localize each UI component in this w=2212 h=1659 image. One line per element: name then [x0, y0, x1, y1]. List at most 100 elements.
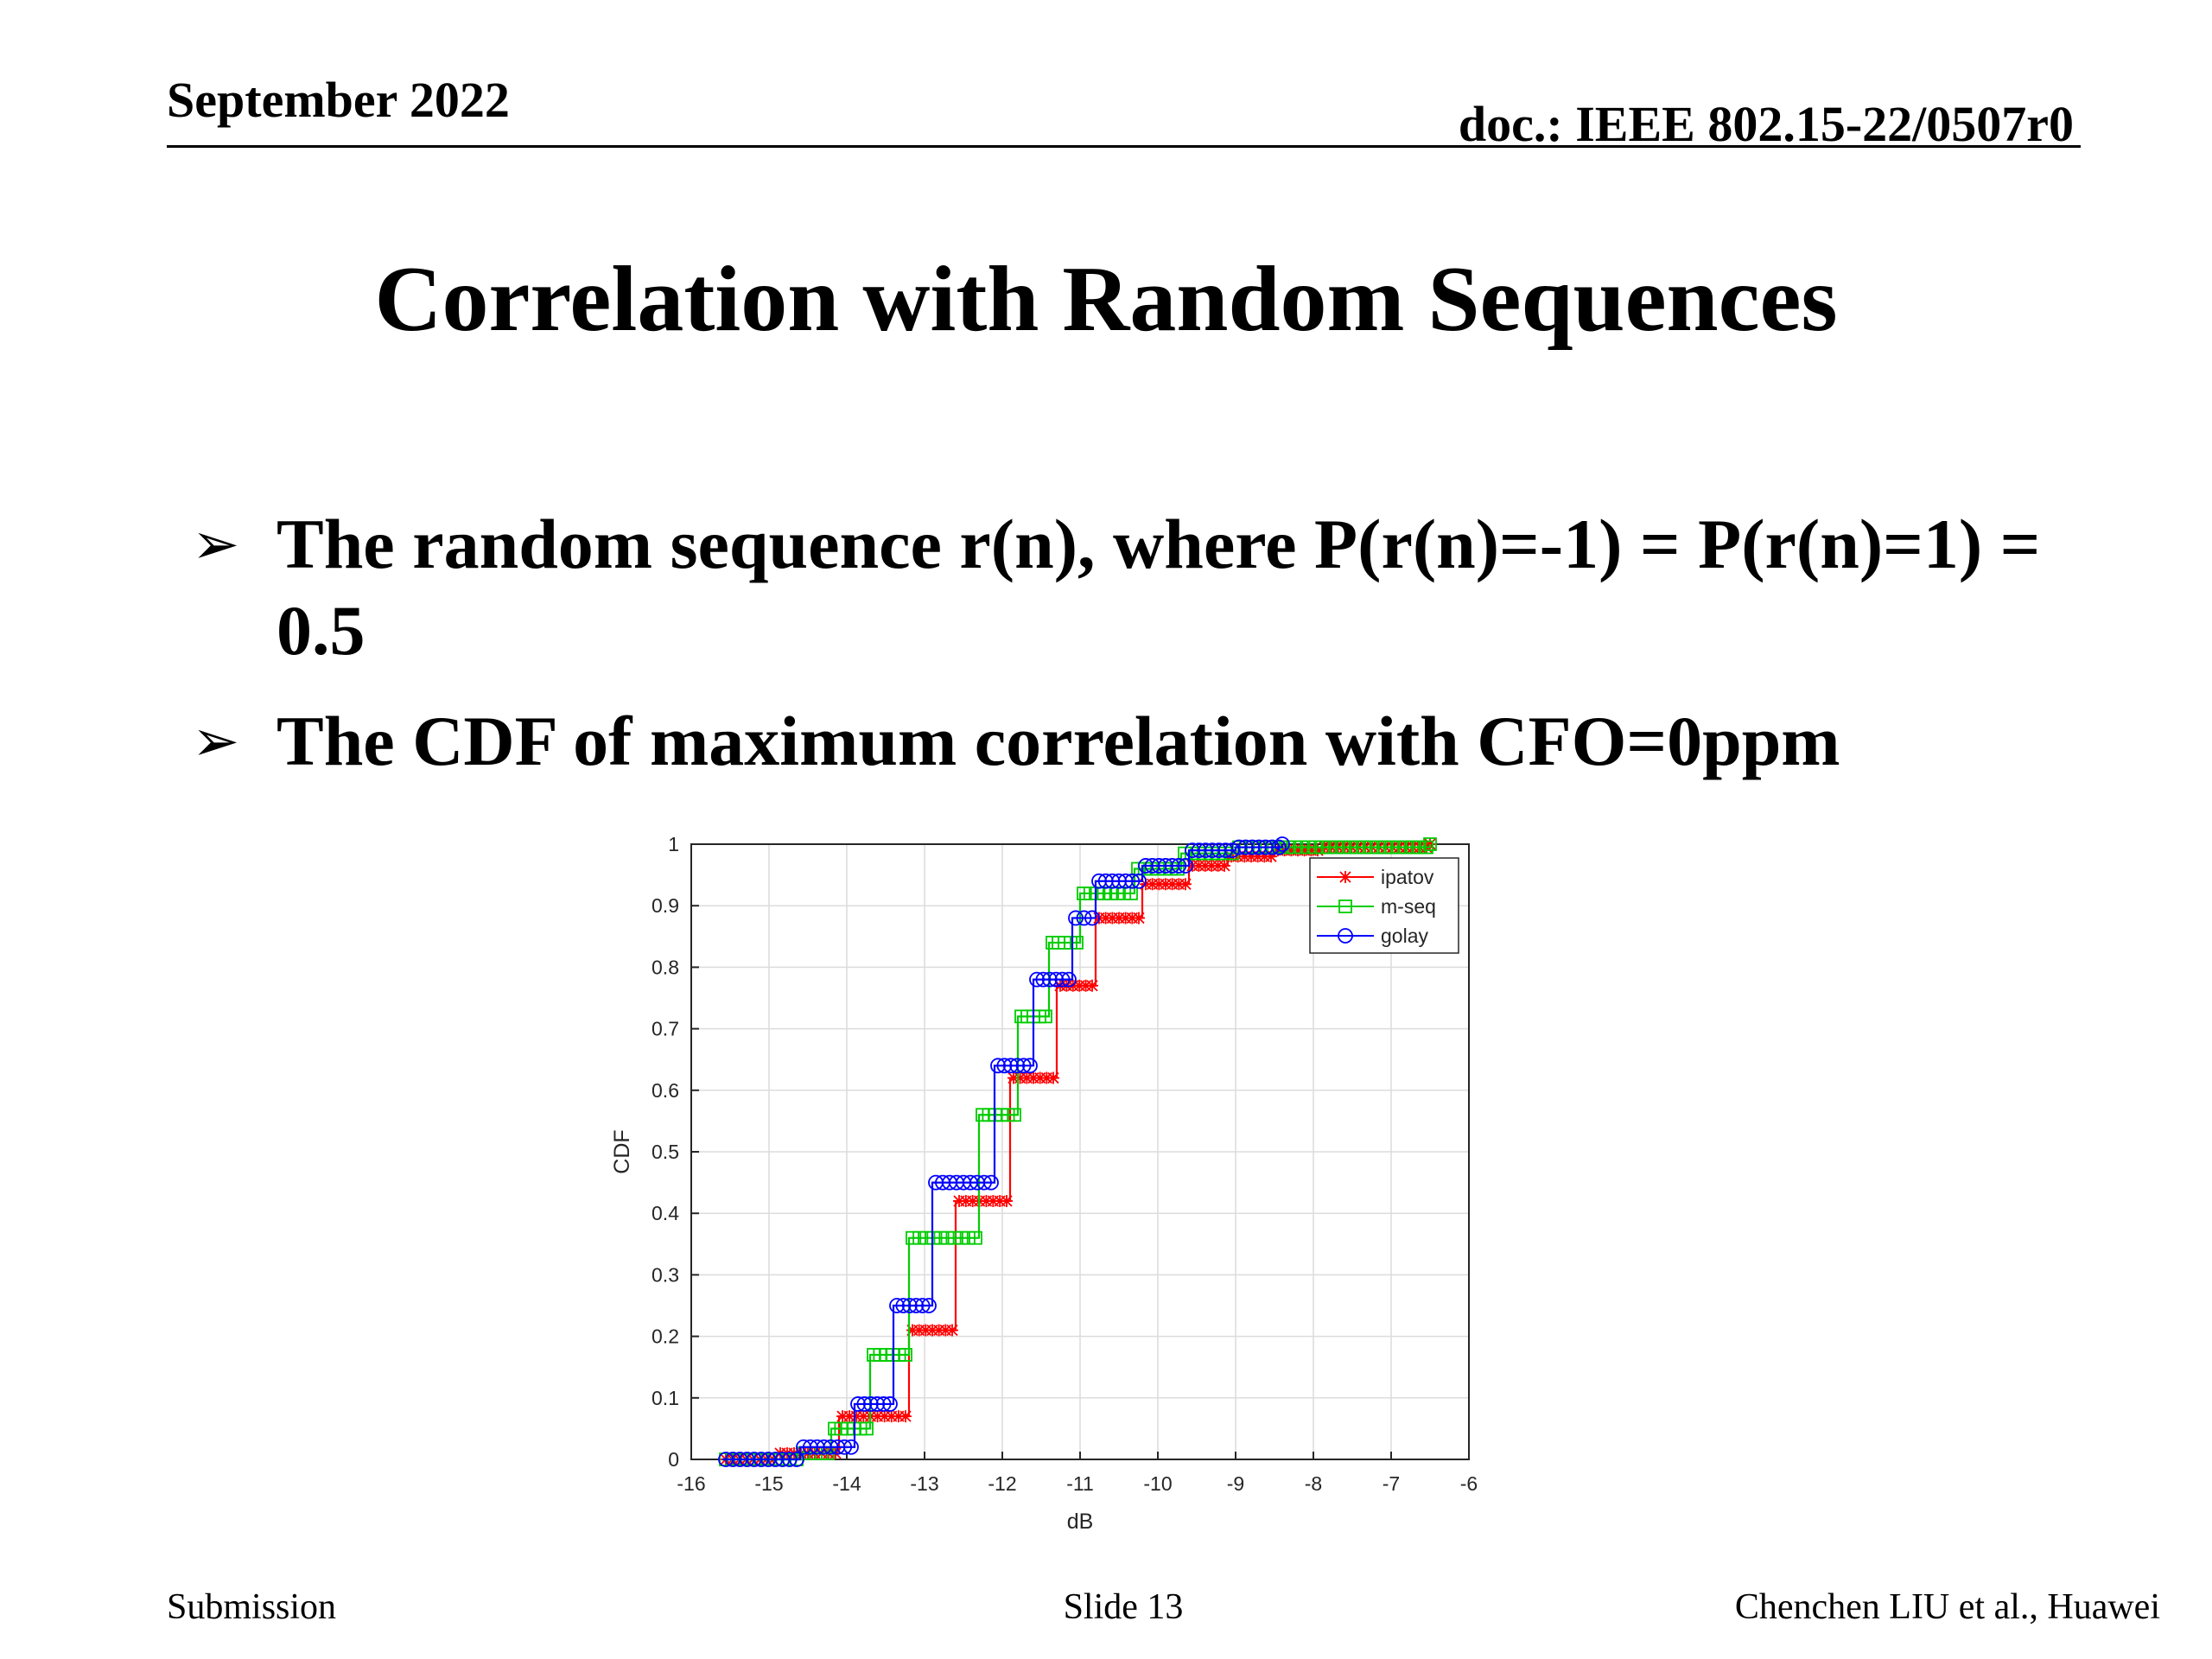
marker-asterisk: [1179, 878, 1192, 891]
marker-asterisk: [1113, 912, 1125, 925]
marker-circle: [1271, 839, 1287, 855]
marker-circle: [889, 1298, 905, 1313]
x-tick-label: -7: [1382, 1472, 1400, 1495]
marker-square: [1391, 840, 1406, 855]
marker-square: [1039, 1009, 1052, 1024]
marker-asterisk: [1033, 1071, 1046, 1084]
marker-square: [899, 1348, 912, 1362]
y-tick-label: 0.5: [652, 1141, 679, 1163]
marker-asterisk: [1001, 1194, 1013, 1207]
marker-circle: [976, 1174, 992, 1191]
marker-circle: [1015, 1058, 1032, 1074]
marker-square: [1070, 936, 1084, 950]
marker-asterisk: [919, 1324, 932, 1337]
marker-asterisk: [892, 1410, 905, 1423]
marker-asterisk: [1079, 979, 1092, 992]
marker-circle: [1035, 971, 1052, 988]
bullet-text: The CDF of maximum correlation with CFO=…: [276, 702, 1840, 780]
marker-circle: [901, 1298, 918, 1313]
marker-asterisk: [946, 1324, 958, 1337]
marker-asterisk: [1119, 912, 1132, 925]
marker-circle: [789, 1452, 804, 1467]
marker-asterisk: [994, 1194, 1007, 1207]
legend-item: m-seq: [1317, 895, 1436, 918]
marker-square: [906, 1230, 919, 1245]
marker-asterisk: [836, 1410, 849, 1423]
marker-square: [961, 1230, 976, 1245]
x-tick-label: -9: [1227, 1472, 1244, 1495]
marker-square: [954, 1230, 969, 1245]
marker-asterisk: [899, 1410, 912, 1423]
marker-square: [1406, 840, 1420, 855]
marker-asterisk: [939, 1324, 952, 1337]
marker-asterisk: [871, 1410, 884, 1423]
marker-square: [1350, 840, 1364, 855]
marker-square: [969, 1230, 982, 1245]
marker-asterisk: [1126, 912, 1139, 925]
header-doc-id: doc.: IEEE 802.15-22/0507r0: [1458, 96, 2074, 152]
marker-asterisk: [1312, 844, 1324, 857]
marker-square: [1329, 840, 1344, 855]
marker-circle: [990, 1058, 1006, 1074]
marker-asterisk: [1285, 844, 1298, 857]
arrow-bullet-icon: ➢: [192, 511, 240, 577]
x-tick-label: -11: [1066, 1472, 1094, 1495]
y-tick-label: 0.9: [652, 894, 679, 917]
marker-circle: [1022, 1058, 1038, 1074]
marker-square: [1384, 840, 1399, 855]
y-tick-label: 0.6: [652, 1079, 679, 1102]
legend-label: ipatov: [1381, 866, 1434, 888]
x-tick-label: -10: [1143, 1472, 1172, 1495]
bullet-item: ➢ The random sequence r(n), where P(r(n)…: [192, 501, 2093, 674]
marker-asterisk: [1166, 878, 1179, 891]
marker-asterisk: [926, 1324, 938, 1337]
marker-asterisk: [906, 1324, 918, 1337]
marker-square: [1322, 840, 1337, 855]
marker-square: [1315, 840, 1330, 855]
marker-asterisk: [1047, 1071, 1059, 1084]
marker-square: [912, 1230, 927, 1245]
marker-asterisk: [1251, 850, 1264, 863]
marker-circle: [1338, 928, 1353, 944]
marker-circle: [983, 1174, 999, 1191]
slide-title: Correlation with Random Sequences: [374, 248, 1838, 351]
series-line: [722, 844, 1284, 1461]
marker-circle: [1131, 873, 1147, 889]
marker-circle: [856, 1396, 873, 1412]
marker-asterisk: [980, 1194, 993, 1207]
marker-asterisk: [1027, 1071, 1039, 1084]
marker-square: [1343, 840, 1357, 855]
marker-square: [1423, 837, 1437, 851]
marker-circle: [781, 1452, 798, 1467]
y-tick-label: 0.1: [652, 1387, 679, 1409]
marker-square: [1398, 840, 1413, 855]
marker-asterisk: [885, 1410, 898, 1423]
marker-circle: [1068, 910, 1084, 926]
marker-square: [860, 1421, 874, 1436]
marker-asterisk: [1218, 859, 1230, 872]
marker-circle: [1171, 858, 1187, 874]
cdf-chart: -16 -15 -14 -13 -12 -11 -10 -9 -8 -7 -6 0 0.1 0.2 0.3 0…: [610, 833, 1478, 1534]
legend-item: golay: [1317, 925, 1428, 947]
marker-asterisk: [1007, 1071, 1020, 1084]
marker-circle: [1084, 910, 1100, 926]
marker-asterisk: [843, 1410, 856, 1423]
marker-square: [1338, 899, 1352, 913]
marker-asterisk: [1339, 871, 1351, 883]
marker-asterisk: [1106, 912, 1119, 925]
marker-circle: [921, 1298, 937, 1313]
marker-asterisk: [1192, 859, 1205, 872]
marker-asterisk: [953, 1194, 965, 1207]
footer-submission: Submission: [167, 1587, 337, 1627]
marker-square: [1007, 1108, 1021, 1122]
header-date: September 2022: [167, 72, 510, 128]
marker-asterisk: [1160, 878, 1172, 891]
marker-circle: [843, 1439, 859, 1455]
arrow-bullet-icon: ➢: [192, 708, 240, 774]
marker-circle: [1048, 971, 1065, 988]
marker-square: [1308, 840, 1323, 855]
legend-item: ipatov: [1317, 866, 1434, 888]
marker-asterisk: [987, 1194, 1000, 1207]
series-golay: [718, 836, 1290, 1467]
marker-asterisk: [1133, 912, 1145, 925]
